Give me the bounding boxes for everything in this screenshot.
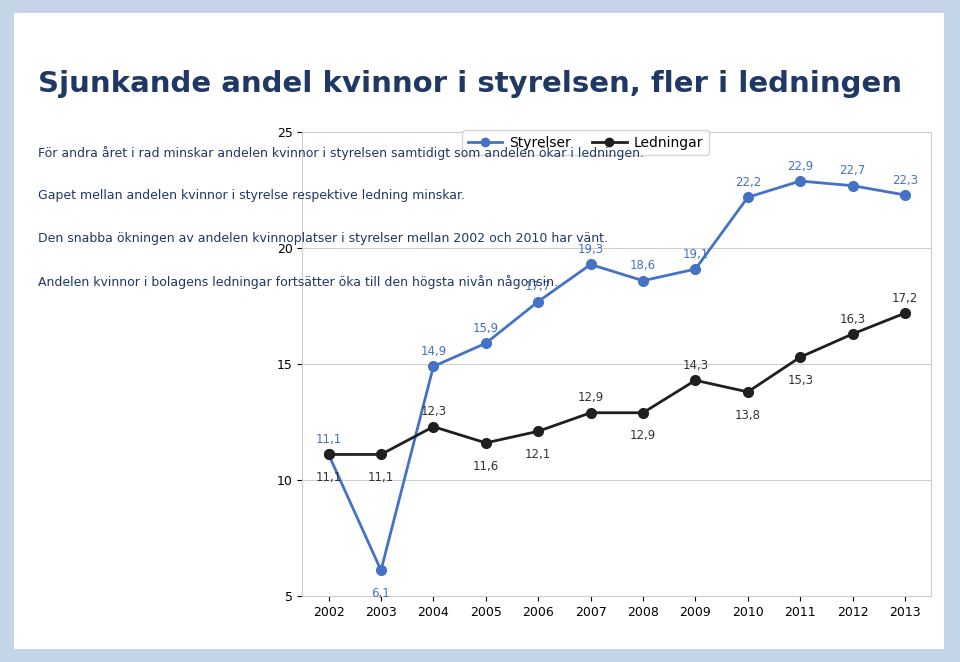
Text: 22,2: 22,2	[734, 176, 761, 189]
Ledningar	[427, 422, 439, 430]
Ledningar	[533, 428, 544, 436]
Text: Sjunkande andel kvinnor i styrelsen, fler i ledningen: Sjunkande andel kvinnor i styrelsen, fle…	[38, 70, 902, 97]
Styrelser	[480, 339, 492, 347]
Text: 22,7: 22,7	[839, 164, 866, 177]
Line: Ledningar: Ledningar	[324, 308, 910, 459]
Text: 22,9: 22,9	[787, 160, 813, 173]
Text: 11,1: 11,1	[368, 471, 395, 484]
Text: 6,1: 6,1	[372, 587, 391, 600]
Text: 17,2: 17,2	[892, 292, 918, 305]
Line: Styrelser: Styrelser	[324, 176, 910, 575]
Text: 18,6: 18,6	[630, 260, 656, 272]
Ledningar	[847, 330, 858, 338]
Ledningar	[585, 408, 596, 417]
Text: 11,1: 11,1	[316, 433, 342, 446]
Text: 19,1: 19,1	[683, 248, 708, 261]
Ledningar	[795, 354, 806, 361]
Styrelser	[742, 193, 754, 201]
Ledningar	[689, 376, 701, 384]
Text: För andra året i rad minskar andelen kvinnor i styrelsen samtidigt som andelen ö: För andra året i rad minskar andelen kvi…	[38, 146, 644, 160]
Text: 17,7: 17,7	[525, 280, 551, 293]
Text: 11,6: 11,6	[472, 459, 499, 473]
Text: Andelen kvinnor i bolagens ledningar fortsätter öka till den högsta nivån någons: Andelen kvinnor i bolagens ledningar for…	[38, 275, 559, 289]
Styrelser	[375, 566, 387, 574]
Ledningar	[742, 388, 754, 396]
Text: 16,3: 16,3	[840, 312, 866, 326]
Ledningar	[480, 439, 492, 447]
Styrelser	[427, 362, 439, 370]
Text: 12,9: 12,9	[578, 391, 604, 404]
Styrelser	[847, 182, 858, 190]
Text: 15,9: 15,9	[472, 322, 499, 335]
Ledningar	[637, 408, 649, 417]
Styrelser	[585, 260, 596, 269]
Text: 12,1: 12,1	[525, 448, 551, 461]
Text: Gapet mellan andelen kvinnor i styrelse respektive ledning minskar.: Gapet mellan andelen kvinnor i styrelse …	[38, 189, 466, 202]
Text: 22,3: 22,3	[892, 173, 918, 187]
Ledningar	[900, 309, 911, 317]
Ledningar	[375, 451, 387, 459]
Text: 12,3: 12,3	[420, 405, 446, 418]
Styrelser	[795, 177, 806, 185]
Text: 14,3: 14,3	[683, 359, 708, 372]
Styrelser	[900, 191, 911, 199]
Styrelser	[689, 265, 701, 273]
Styrelser	[323, 451, 334, 459]
Text: 11,1: 11,1	[316, 471, 342, 484]
Text: 12,9: 12,9	[630, 430, 656, 442]
Legend: Styrelser, Ledningar: Styrelser, Ledningar	[462, 130, 708, 155]
Styrelser	[533, 298, 544, 306]
Text: 13,8: 13,8	[734, 408, 760, 422]
Text: 19,3: 19,3	[578, 243, 604, 256]
Text: 15,3: 15,3	[787, 374, 813, 387]
Text: 14,9: 14,9	[420, 345, 446, 358]
Ledningar	[323, 451, 334, 459]
Styrelser	[637, 277, 649, 285]
Text: Den snabba ökningen av andelen kvinnoplatser i styrelser mellan 2002 och 2010 ha: Den snabba ökningen av andelen kvinnopla…	[38, 232, 609, 245]
